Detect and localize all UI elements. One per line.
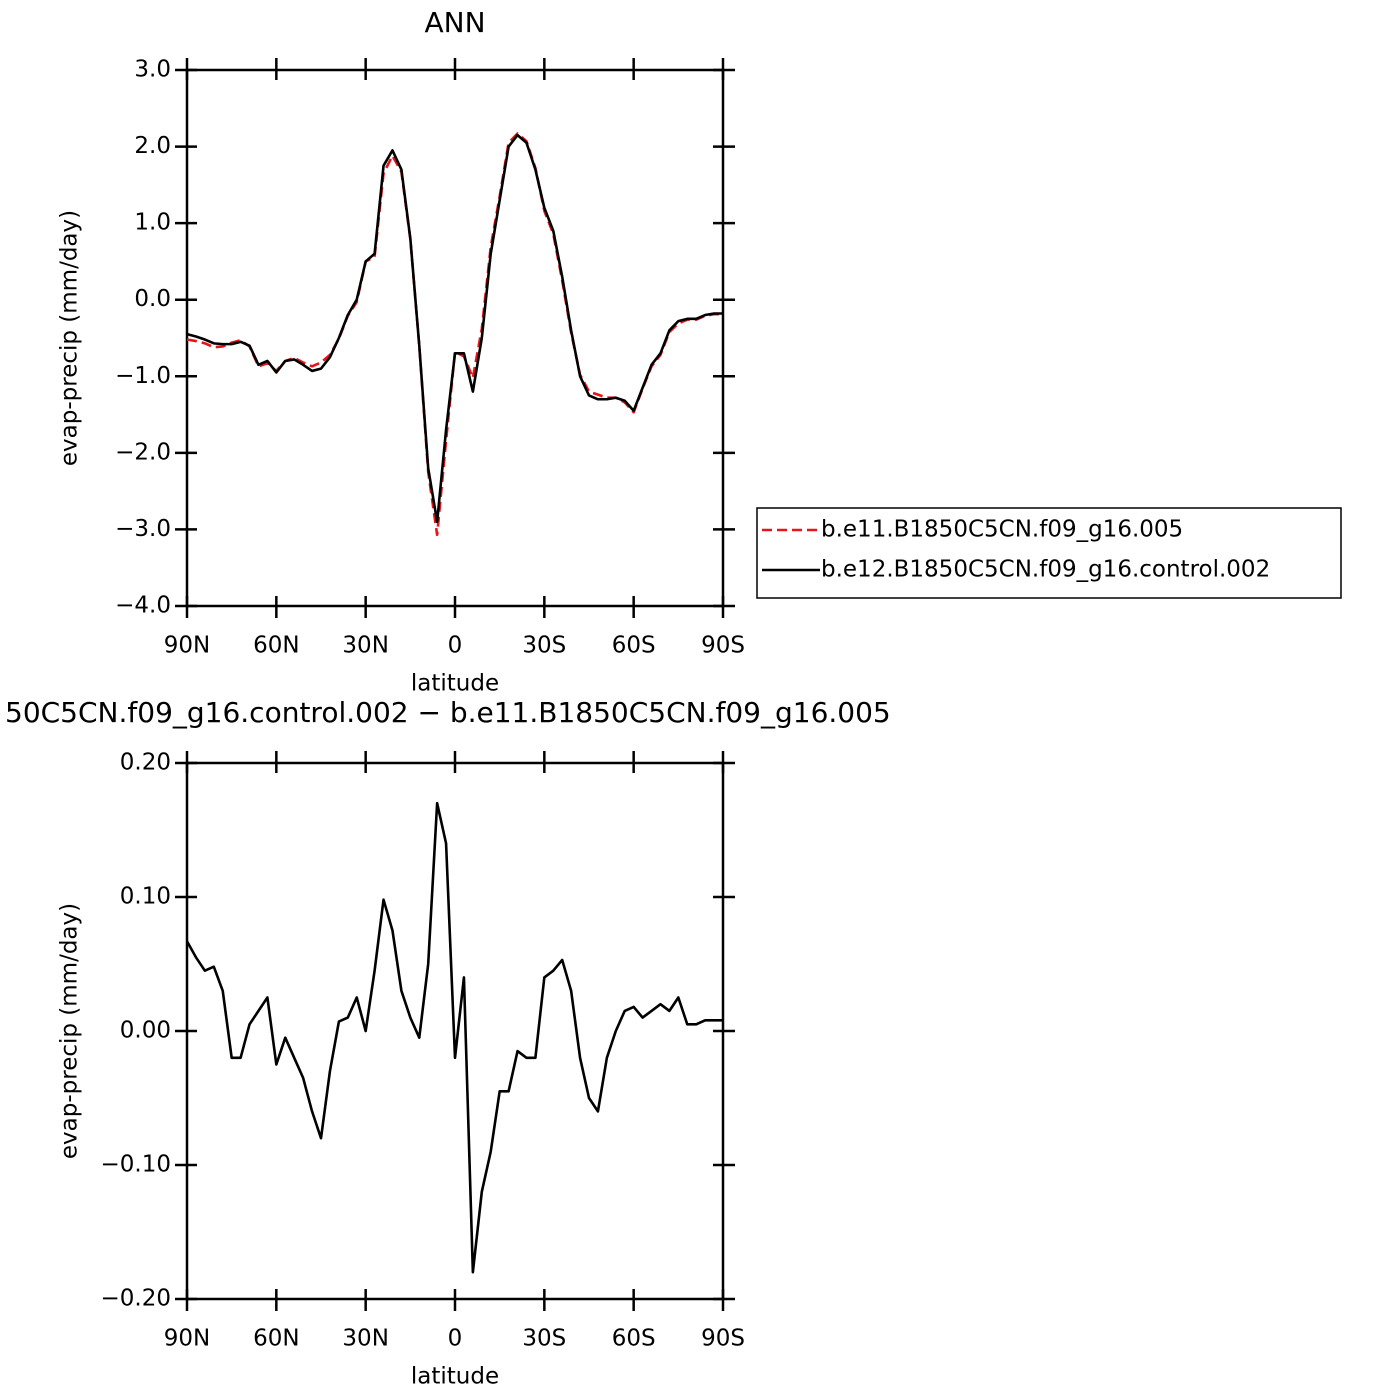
x-tick-label: 60N: [253, 633, 299, 659]
legend-label: b.e12.B1850C5CN.f09_g16.control.002: [821, 557, 1270, 583]
data-line: [186, 132, 723, 537]
y-tick-label: 2.0: [134, 133, 171, 159]
y-tick-label: 0.00: [120, 1018, 171, 1044]
x-tick-label: 0: [448, 633, 463, 659]
x-tick-label: 0: [448, 1326, 463, 1352]
x-axis-label: latitude: [411, 671, 499, 697]
y-tick-label: 1.0: [134, 210, 171, 236]
x-tick-label: 60S: [612, 633, 656, 659]
chart-title: 50C5CN.f09_g16.control.002 − b.e11.B1850…: [5, 696, 891, 729]
x-tick-label: 90S: [701, 633, 745, 659]
y-tick-label: −0.10: [101, 1152, 171, 1178]
y-tick-label: 0.0: [134, 286, 171, 312]
x-tick-label: 90S: [701, 1326, 745, 1352]
y-axis-label: evap-precip (mm/day): [57, 210, 83, 466]
x-tick-label: 30S: [522, 1326, 566, 1352]
plot-frame: [185, 68, 725, 608]
x-tick-label: 60S: [612, 1326, 656, 1352]
y-tick-label: −1.0: [115, 363, 171, 389]
y-tick-label: 0.10: [120, 884, 171, 910]
legend-label: b.e11.B1850C5CN.f09_g16.005: [821, 517, 1183, 543]
y-tick-label: 0.20: [120, 750, 171, 776]
x-axis-label: latitude: [411, 1364, 499, 1390]
x-tick-label: 90N: [164, 1326, 210, 1352]
chart-title: ANN: [424, 6, 485, 39]
y-axis-label: evap-precip (mm/day): [57, 903, 83, 1159]
y-tick-label: −0.20: [101, 1286, 171, 1312]
y-tick-label: 3.0: [134, 57, 171, 83]
legend-box: [756, 507, 1342, 599]
y-tick-label: −3.0: [115, 516, 171, 542]
y-tick-label: −2.0: [115, 439, 171, 465]
y-tick-label: −4.0: [115, 593, 171, 619]
data-line: [186, 133, 723, 524]
x-tick-label: 60N: [253, 1326, 299, 1352]
x-tick-label: 30S: [522, 633, 566, 659]
x-tick-label: 30N: [342, 633, 388, 659]
x-tick-label: 90N: [164, 633, 210, 659]
data-line: [185, 801, 723, 1274]
x-tick-label: 30N: [342, 1326, 388, 1352]
